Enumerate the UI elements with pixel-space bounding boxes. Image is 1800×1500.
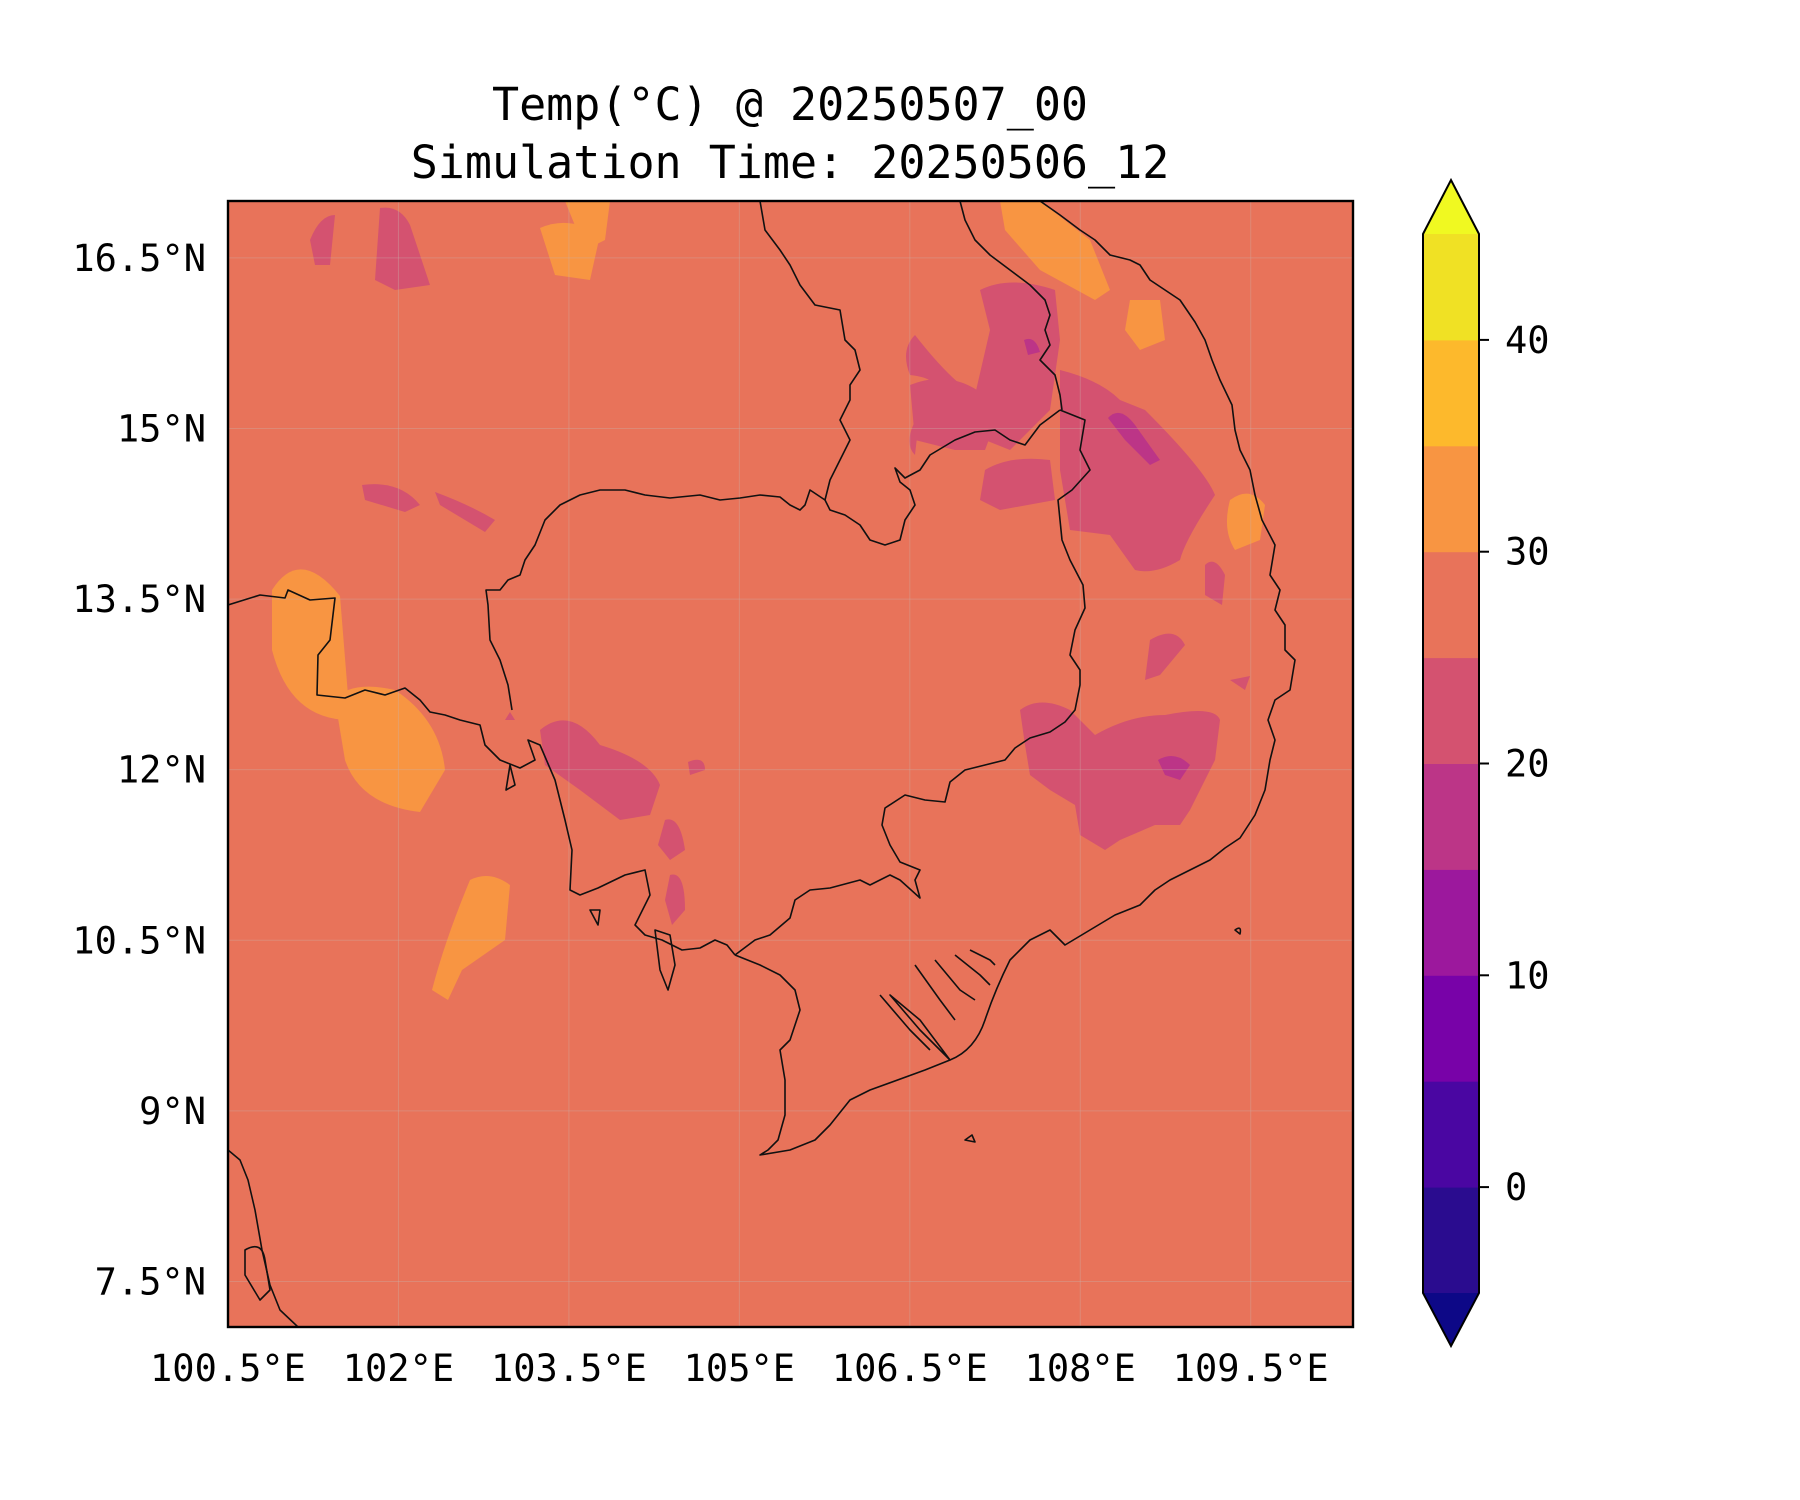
cool-patch (1145, 633, 1185, 680)
map-title: Temp(°C) @ 20250507_00 (491, 78, 1089, 131)
colorbar-tick-label: 0 (1505, 1166, 1527, 1209)
cool-patch (1230, 676, 1250, 690)
cool-patch (435, 492, 495, 532)
colorbar-segment (1423, 975, 1479, 1082)
temperature-contours (272, 201, 1265, 1000)
x-tick-label: 100.5°E (150, 1347, 306, 1390)
island (964, 1134, 976, 1143)
cool-patch (375, 207, 430, 290)
cooler-patch (1108, 412, 1160, 465)
cambodia-laos-border (485, 409, 1061, 711)
colorbar-segment (1423, 551, 1479, 659)
cambodia-coast (734, 954, 951, 1156)
y-tick-label: 12°N (117, 749, 206, 792)
island (244, 1245, 271, 1301)
warm-patch (335, 686, 445, 812)
warm-patch (432, 876, 510, 1000)
cooler-patch (1024, 338, 1040, 355)
y-tick-label: 16.5°N (72, 237, 206, 280)
laos-vietnam-border (959, 201, 1063, 411)
colorbar-segment (1423, 869, 1479, 976)
colorbar-segment (1423, 445, 1479, 553)
cool-patch (540, 720, 660, 820)
colorbar-segment (1423, 1081, 1479, 1188)
colorbar-tick-label: 40 (1505, 319, 1550, 362)
colorbar-tick-label: 30 (1505, 531, 1550, 574)
map-gridlines (227, 201, 1353, 1327)
y-axis: 16.5°N 15°N 13.5°N 12°N 10.5°N 9°N 7.5°N (72, 237, 206, 1304)
y-tick-label: 9°N (139, 1090, 206, 1133)
cooler-patch (1158, 756, 1190, 780)
colorbar-tick-label: 10 (1505, 954, 1550, 997)
colorbar-extend-max (1423, 180, 1479, 234)
cool-patch (1060, 370, 1215, 572)
map-subtitle: Simulation Time: 20250506_12 (410, 136, 1170, 189)
cool-patch (665, 874, 685, 925)
x-tick-label: 105°E (684, 1347, 795, 1390)
warm-patch (1125, 300, 1165, 350)
vietnam-coast-south (949, 201, 1296, 1061)
cool-patch (658, 819, 685, 860)
warm-patch (1226, 493, 1265, 550)
cool-patch (310, 215, 335, 265)
cool-patch (1020, 702, 1220, 850)
colorbar-segment (1423, 763, 1479, 870)
coastlines-and-borders (228, 201, 1296, 1327)
warm-patch (565, 201, 610, 250)
cool-patch (505, 712, 515, 720)
cool-patch (688, 759, 705, 775)
cambodia-vietnam-border (734, 409, 1091, 956)
colorbar-segment (1423, 1187, 1479, 1294)
plot-area (226, 199, 1355, 1329)
cool-patch (980, 458, 1055, 510)
warm-patch (272, 569, 350, 720)
thailand-cambodia-coast-west (228, 589, 736, 956)
island (654, 929, 676, 991)
island (505, 764, 516, 791)
colorbar: 0 10 20 30 40 (1422, 177, 1550, 1349)
cool-patch (362, 484, 420, 512)
cool-patch (906, 282, 1060, 455)
x-tick-label: 108°E (1025, 1347, 1136, 1390)
x-tick-label: 106.5°E (832, 1347, 988, 1390)
colorbar-extend-min (1423, 1293, 1479, 1346)
island (1234, 927, 1242, 935)
cool-patch (1205, 561, 1225, 605)
y-tick-label: 13.5°N (72, 578, 206, 621)
y-tick-label: 15°N (117, 407, 206, 450)
colorbar-segment (1423, 657, 1479, 764)
colorbar-segment (1423, 234, 1479, 341)
colorbar-tick-label: 20 (1505, 743, 1550, 786)
x-tick-label: 109.5°E (1173, 1347, 1329, 1390)
colorbar-segment (1423, 339, 1479, 447)
laos-thailand-border (759, 201, 861, 501)
mekong-delta-channels (879, 949, 996, 1051)
y-tick-label: 10.5°N (72, 919, 206, 962)
colorbar-outline (1422, 177, 1480, 1349)
island (589, 909, 601, 926)
thailand-coast-south (228, 1149, 299, 1327)
x-axis: 100.5°E 102°E 103.5°E 105°E 106.5°E 108°E 109.… (150, 1347, 1329, 1390)
plot-frame (226, 199, 1355, 1329)
x-tick-label: 103.5°E (491, 1347, 647, 1390)
y-tick-label: 7.5°N (95, 1261, 206, 1304)
warm-patch (1000, 201, 1110, 300)
x-tick-label: 102°E (343, 1347, 454, 1390)
